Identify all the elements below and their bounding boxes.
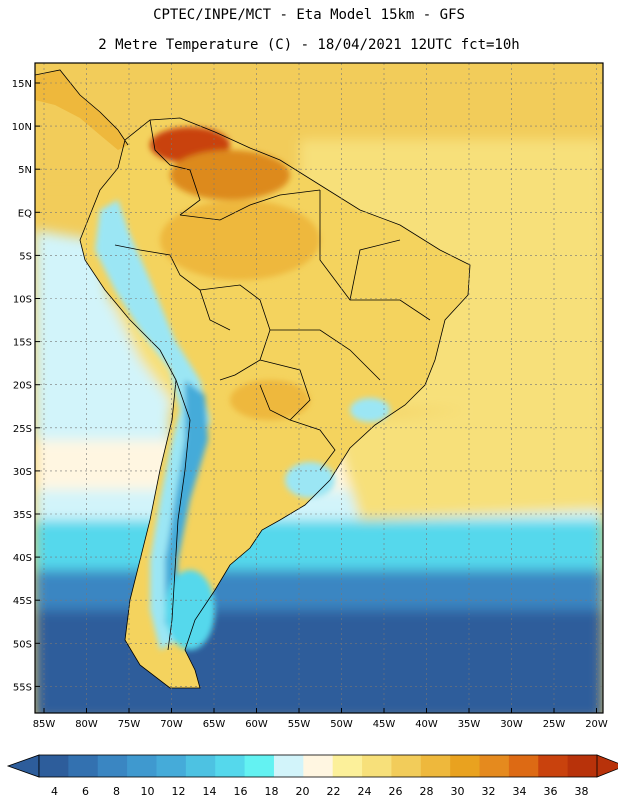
colorbar-tick-label: 28 [420,785,434,798]
lon-label: 70W [160,719,183,730]
colorbar-tick-label: 8 [113,785,120,798]
chaco-warm-zone [230,380,310,420]
colorbar-swatch [538,755,569,777]
colorbar-tick-label: 10 [141,785,155,798]
pacific-cool-tongue [35,230,170,470]
lon-label: 50W [330,719,353,730]
lon-label: 75W [118,719,141,730]
colorbar-swatch [273,755,304,777]
border-brazil-north [179,189,321,221]
colorbar-tick-label: 22 [327,785,341,798]
lat-label: 5S [19,251,32,262]
colorbar-tick-label: 20 [296,785,310,798]
latitude-axis: 15N 10N 5N EQ 5S 10S 15S 20S 25S 30S 35S 40S 45S 50S 5… [12,79,40,693]
coastline [79,117,471,689]
lon-label: 65W [203,719,226,730]
colorbar-swatch [127,755,157,777]
colorbar-swatch [450,755,481,777]
central-america-coast [35,69,129,146]
colorbar-frame [38,754,598,778]
lat-label: EQ [18,208,32,219]
colorbar-swatch [567,755,598,777]
map-title: CPTEC/INPE/MCT - Eta Model 15km - GFS [153,7,465,23]
colorbar-swatch [215,755,246,777]
colorbar-swatch [39,755,69,777]
colorbar-swatch [362,755,392,777]
lon-label: 20W [585,719,608,730]
border-brazil-states-2 [270,329,381,381]
colorbar-tick-label: 38 [575,785,589,798]
colorbar-tick-label: 34 [513,785,527,798]
colorbar-tick-label: 30 [451,785,465,798]
colorbar-tick-label: 12 [172,785,186,798]
lon-label: 55W [288,719,311,730]
atlantic-warm-bulge [330,400,603,520]
colorbar-swatch [156,755,187,777]
colorbar-tick-label: 4 [51,785,58,798]
colorbar-swatch [479,755,510,777]
uruguay-cool [285,462,335,498]
colorbar-swatch [185,755,216,777]
border-paraguay [259,359,311,421]
lat-label: 30S [13,467,32,478]
lon-label: 60W [245,719,268,730]
lat-label: 50S [13,639,32,650]
ocean-band-deep [35,610,603,713]
lat-label: 15N [12,79,32,90]
lon-label: 45W [373,719,396,730]
colorbar-swatch [68,755,99,777]
border-chile-argentina [167,379,191,651]
colorbar-tick-label: 14 [203,785,217,798]
map-subtitle: 2 Metre Temperature (C) - 18/04/2021 12U… [98,37,520,53]
border-peru-brazil [114,244,231,331]
lon-label: 80W [75,719,98,730]
longitude-axis: 85W 80W 75W 70W 65W 60W 55W 50W 45W 40W 35W 30W 25W 2… [33,708,608,730]
border-colombia-venezuela [149,119,201,216]
colorbar-swatch [303,755,334,777]
colorbar: 4 6 8 10 12 14 16 18 20 22 24 26 28 30 32 34 36 38 [6,754,618,798]
lon-label: 40W [415,719,438,730]
colorbar-swatch [244,755,275,777]
colorbar-tick-label: 32 [482,785,496,798]
country-borders [35,69,471,689]
lat-label: 35S [13,510,32,521]
colorbar-high-arrow [596,754,618,778]
lat-lon-grid [35,63,603,713]
southeast-coast-cool [350,398,390,422]
lon-label: 25W [543,719,566,730]
colorbar-tick-label: 26 [389,785,403,798]
colorbar-tick-label: 36 [544,785,558,798]
lat-label: 15S [13,338,32,349]
colorbar-swatch [508,755,539,777]
lat-label: 10S [13,295,32,306]
colorbar-swatch [420,755,451,777]
patagonia-cool [165,570,215,650]
lat-label: 55S [13,682,32,693]
border-argentina-brazil [289,419,336,471]
temperature-field [35,63,603,713]
colorbar-swatch [332,755,363,777]
colorbar-tick-label: 24 [358,785,372,798]
central-america-land [35,70,128,150]
lat-label: 5N [18,165,32,176]
lon-label: 30W [500,719,523,730]
lat-label: 25S [13,424,32,435]
colorbar-tick-label: 18 [265,785,279,798]
colorbar-swatch [97,755,128,777]
lat-label: 10N [12,122,32,133]
northern-warm-zone [170,150,290,200]
lon-label: 85W [33,719,56,730]
lon-label: 35W [458,719,481,730]
lat-label: 20S [13,381,32,392]
lat-label: 40S [13,553,32,564]
colorbar-tick-label: 6 [82,785,89,798]
border-brazil-states-3 [349,239,401,301]
amazon-warm-zone [160,200,320,280]
colorbar-low-arrow [6,754,40,778]
colorbar-tick-label: 16 [234,785,248,798]
colorbar-swatch [391,755,422,777]
lat-label: 45S [13,596,32,607]
plot-frame [34,62,604,714]
